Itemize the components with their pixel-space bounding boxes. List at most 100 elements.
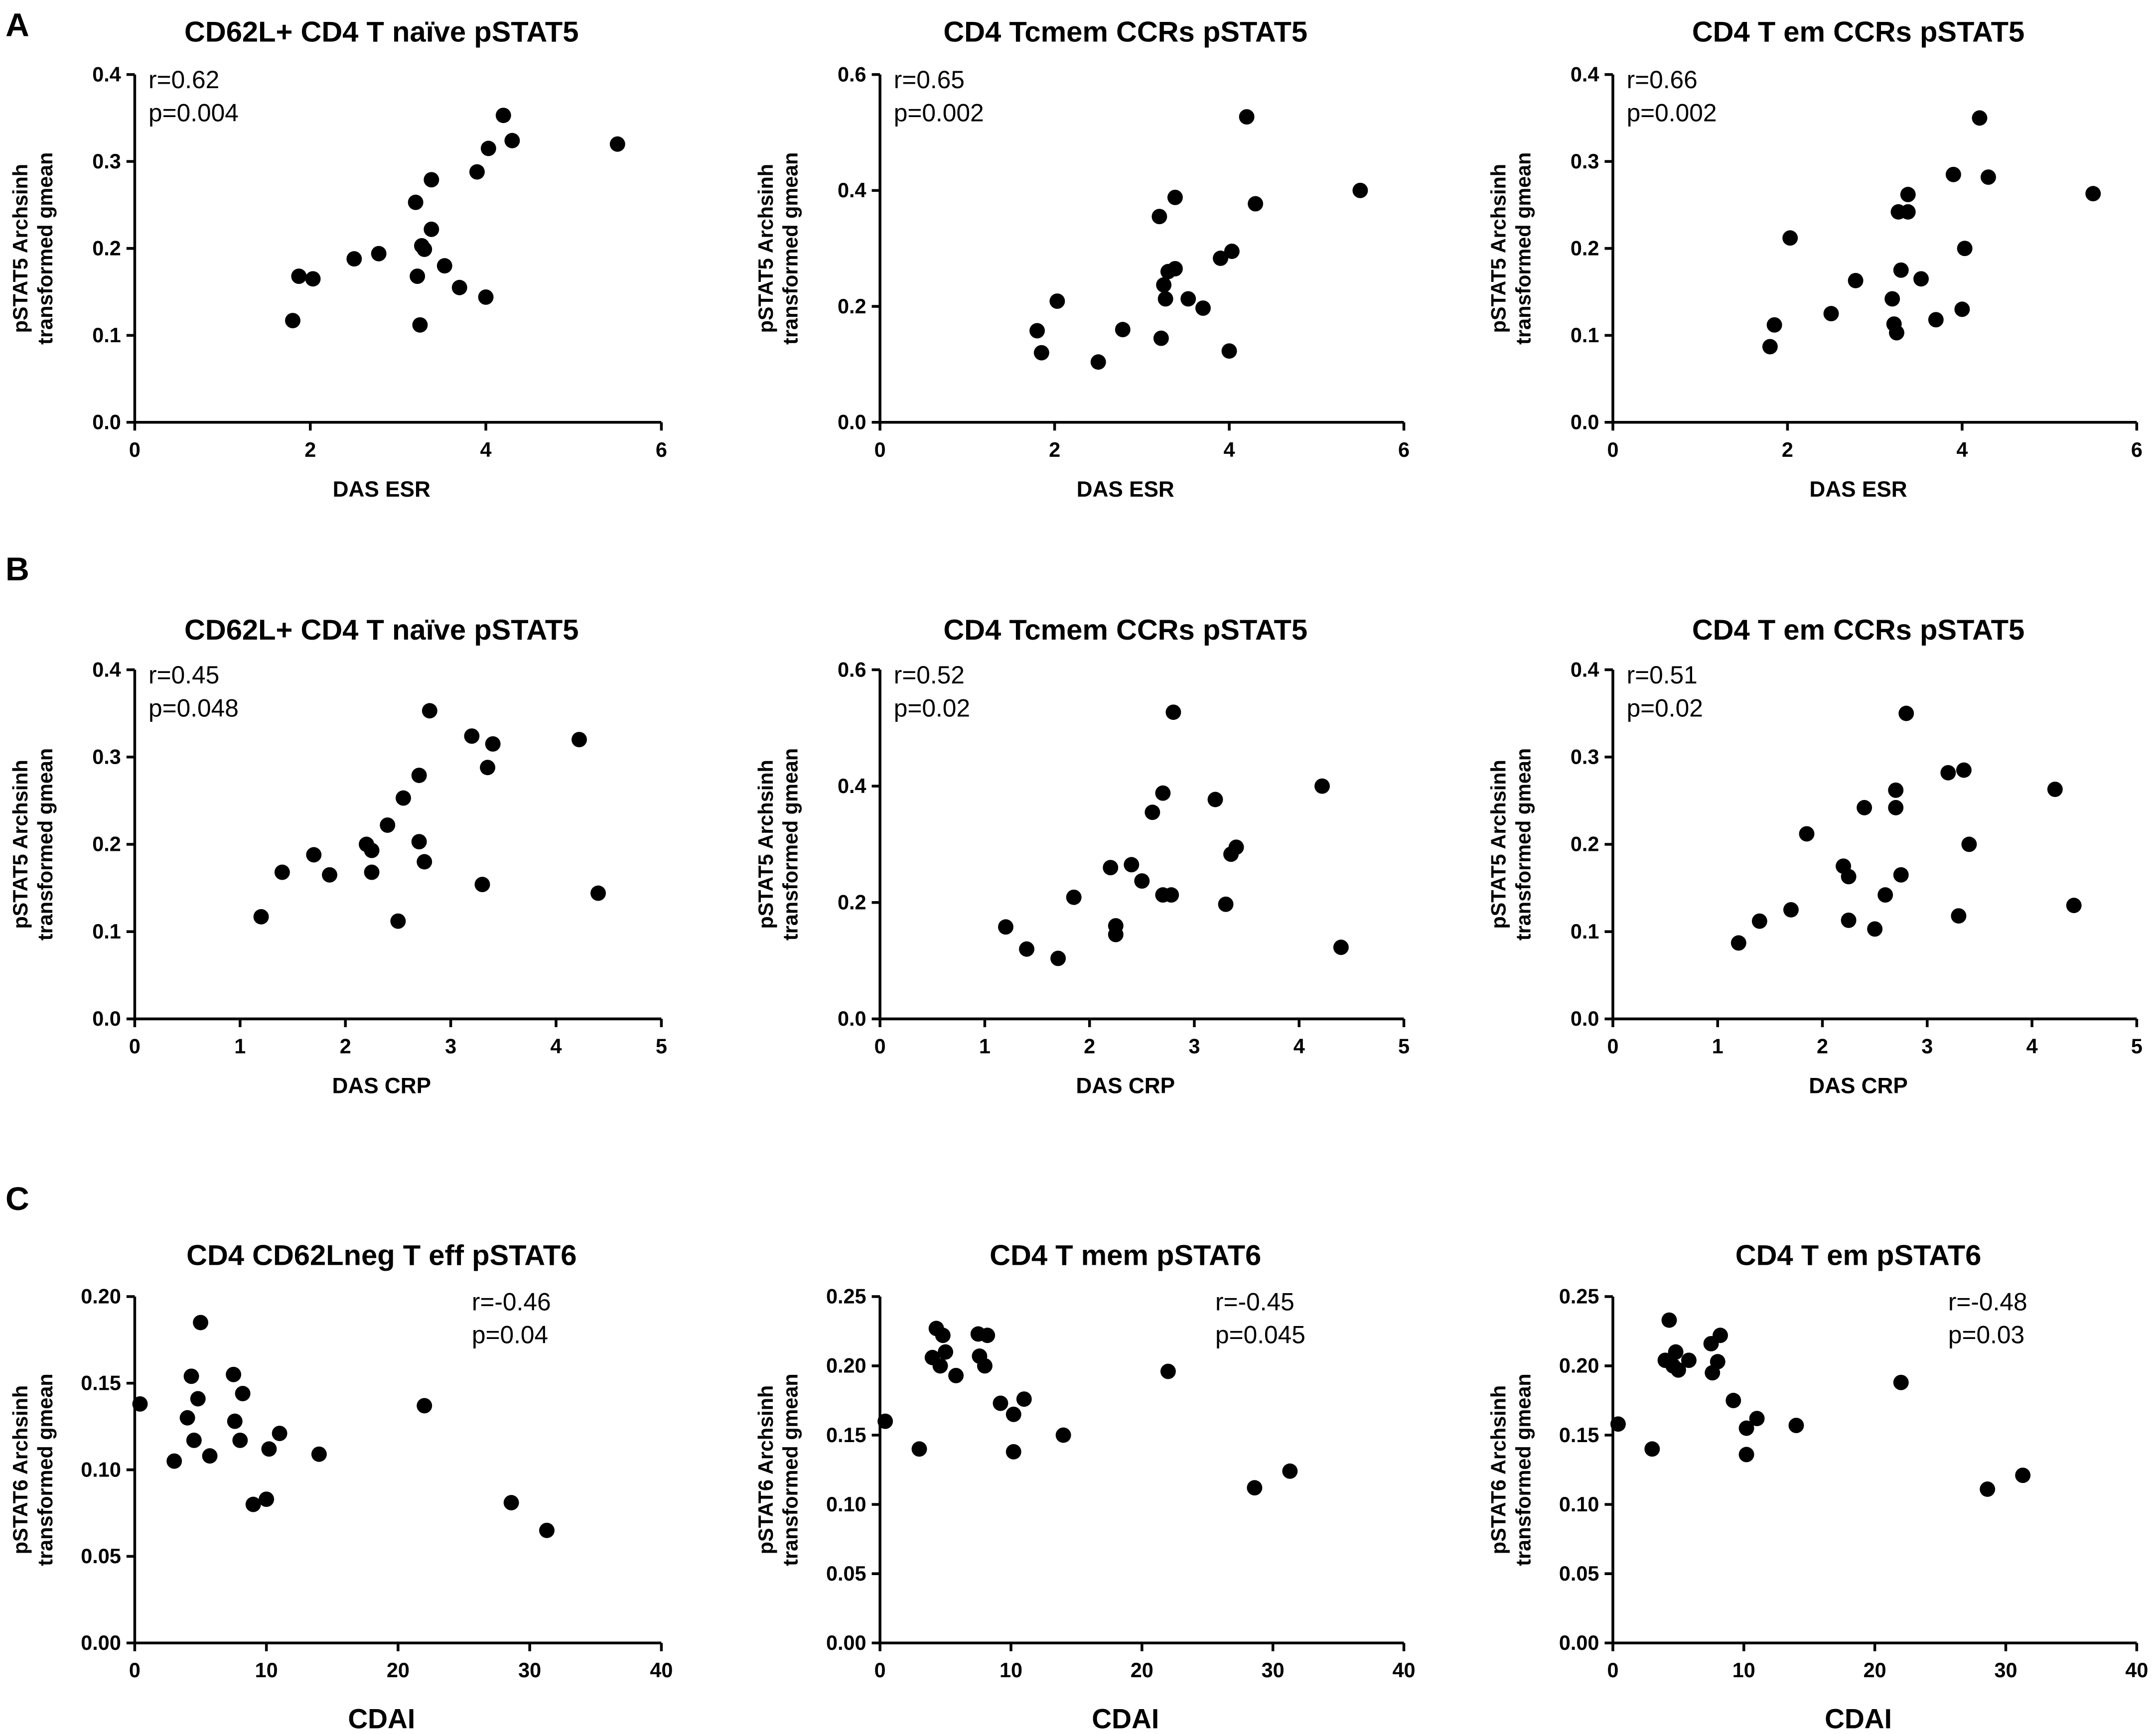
x-tick-label: 0: [129, 438, 141, 461]
data-point: [1029, 323, 1045, 339]
data-point: [1108, 927, 1124, 942]
x-axis-label: DAS ESR: [1077, 477, 1174, 502]
x-tick-label: 3: [1188, 1035, 1200, 1058]
x-axis-label: CDAI: [1825, 1703, 1892, 1734]
data-point: [1006, 1444, 1021, 1460]
data-point: [193, 1315, 209, 1331]
data-point: [1848, 272, 1864, 288]
chart-title: CD4 Tcmem CCRs pSTAT5: [943, 614, 1307, 646]
data-point: [380, 817, 396, 833]
x-tick-label: 2: [1817, 1035, 1828, 1058]
scatter-plot: CD4 CD62Lneg T eff pSTAT6 0 10 20 30 40 0.00 0.…: [9, 1239, 673, 1734]
x-tick-label: 2: [1049, 438, 1060, 461]
y-tick-label: 0.6: [838, 63, 866, 86]
data-point: [1670, 1362, 1686, 1378]
y-tick-label: 0.3: [1571, 150, 1599, 173]
y-tick-label: 0.0: [92, 1007, 121, 1030]
data-point: [1888, 782, 1904, 798]
y-tick-label: 0.6: [838, 658, 866, 681]
y-tick-label: 0.10: [826, 1493, 866, 1516]
y-axis-label: transformed gmean: [779, 1373, 802, 1566]
y-axis-label: pSTAT5 Archsinh: [754, 164, 777, 333]
x-tick-label: 6: [1398, 438, 1410, 461]
data-point: [1644, 1441, 1660, 1457]
x-tick-label: 4: [1224, 438, 1235, 461]
data-point: [464, 728, 480, 744]
x-tick-label: 0: [874, 1659, 886, 1682]
data-point: [1823, 306, 1839, 322]
data-point: [1928, 312, 1944, 328]
data-point: [364, 842, 380, 858]
y-tick-label: 0.2: [838, 891, 866, 914]
data-point: [408, 194, 424, 210]
data-point: [1066, 889, 1082, 905]
y-tick-label: 0.2: [1571, 833, 1599, 856]
data-point: [935, 1328, 951, 1343]
chart-title: CD4 Tcmem CCRs pSTAT5: [943, 16, 1307, 48]
x-tick-label: 20: [387, 1659, 410, 1682]
data-point: [503, 1495, 519, 1511]
data-point: [1224, 244, 1240, 259]
x-axis-label: DAS CRP: [1809, 1073, 1908, 1098]
y-tick-label: 0.20: [826, 1354, 866, 1377]
y-tick-label: 0.1: [92, 324, 121, 347]
y-tick-label: 0.0: [838, 1007, 866, 1030]
data-point: [291, 268, 307, 284]
p-value: p=0.004: [148, 99, 239, 127]
y-axis-label: pSTAT5 Archsinh: [1487, 760, 1510, 929]
data-point: [1157, 291, 1173, 307]
x-tick-label: 5: [656, 1035, 667, 1058]
data-point: [1980, 1481, 1996, 1497]
y-tick-label: 0.15: [826, 1424, 866, 1447]
data-point: [1913, 271, 1929, 287]
correlation-r: r=0.51: [1627, 661, 1698, 689]
data-point: [495, 108, 511, 124]
x-tick-label: 2: [1782, 438, 1793, 461]
chart-title: CD4 CD62Lneg T eff pSTAT6: [186, 1239, 576, 1271]
x-tick-label: 40: [1393, 1659, 1416, 1682]
data-point: [364, 864, 380, 880]
data-point: [980, 1328, 996, 1343]
data-point: [1730, 935, 1746, 951]
data-point: [311, 1446, 327, 1462]
data-point: [235, 1386, 251, 1402]
data-point: [1016, 1391, 1032, 1407]
x-tick-label: 40: [2125, 1659, 2148, 1682]
x-tick-label: 0: [874, 1035, 886, 1058]
data-point: [411, 768, 427, 783]
y-tick-label: 0.4: [1571, 658, 1599, 681]
data-point: [1961, 836, 1977, 852]
data-point: [877, 1413, 893, 1429]
data-point: [998, 919, 1013, 935]
data-point: [1893, 262, 1909, 278]
data-point: [1180, 291, 1196, 307]
data-point: [1610, 1416, 1626, 1432]
y-tick-label: 0.1: [1571, 920, 1599, 943]
y-tick-label: 0.4: [92, 63, 121, 86]
panel-letter-b: B: [5, 551, 29, 588]
p-value: p=0.048: [148, 694, 239, 722]
correlation-r: r=0.66: [1627, 66, 1698, 94]
data-point: [1006, 1406, 1021, 1422]
y-axis-label: transformed gmean: [779, 152, 802, 345]
data-point: [1195, 300, 1211, 316]
data-point: [417, 854, 432, 870]
data-point: [1156, 277, 1172, 293]
data-point: [1668, 1344, 1684, 1360]
data-point: [1799, 826, 1815, 842]
data-point: [306, 847, 322, 863]
data-point: [1841, 912, 1857, 928]
data-point: [1762, 339, 1778, 355]
data-point: [245, 1496, 261, 1512]
correlation-r: r=0.65: [894, 66, 965, 94]
x-tick-label: 2: [1084, 1035, 1095, 1058]
data-point: [1019, 941, 1034, 957]
data-point: [166, 1453, 182, 1469]
data-point: [1888, 800, 1904, 815]
data-point: [609, 136, 625, 152]
data-point: [932, 1358, 948, 1374]
p-value: p=0.002: [894, 99, 984, 127]
data-point: [417, 241, 432, 257]
data-point: [480, 760, 496, 776]
data-point: [1160, 1363, 1176, 1379]
